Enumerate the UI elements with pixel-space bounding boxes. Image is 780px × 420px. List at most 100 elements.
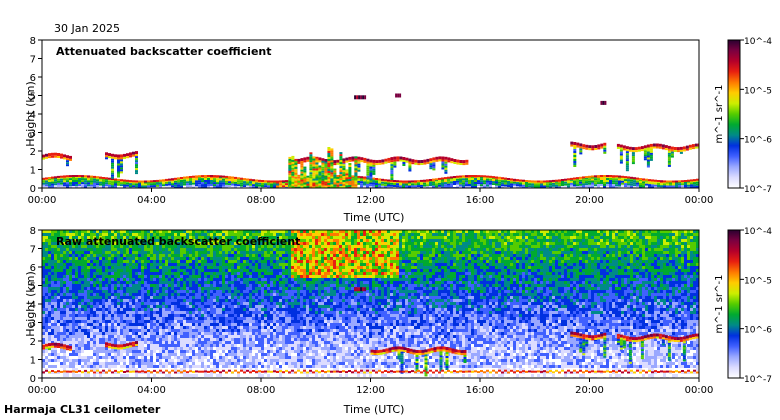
heatmap-cell (144, 356, 147, 359)
heatmap-cell (99, 356, 102, 359)
heatmap-cell (51, 233, 54, 236)
heatmap-cell (201, 263, 204, 266)
heatmap-cell (168, 365, 171, 368)
heatmap-cell (327, 151, 331, 153)
heatmap-cell (213, 175, 216, 178)
heatmap-cell (162, 338, 165, 341)
heatmap-cell (153, 236, 156, 239)
heatmap-cell (294, 170, 298, 173)
heatmap-cell (420, 163, 424, 165)
heatmap-cell (120, 167, 123, 170)
heatmap-cell (327, 163, 331, 165)
heatmap-cell (616, 146, 620, 149)
heatmap-cell (132, 251, 135, 254)
heatmap-cell (150, 266, 153, 269)
heatmap-cell (603, 175, 606, 177)
heatmap-cell (483, 180, 486, 183)
heatmap-cell (603, 142, 607, 146)
heatmap-cell (48, 278, 51, 281)
heatmap-cell (189, 179, 192, 181)
heatmap-cell (618, 180, 621, 183)
heatmap-cell (462, 160, 466, 164)
heatmap-cell (504, 177, 507, 180)
heatmap-cell (66, 323, 69, 326)
heatmap-cell (42, 245, 45, 248)
heatmap-cell (189, 374, 192, 377)
heatmap-cell (120, 239, 123, 242)
heatmap-cell (684, 185, 687, 187)
heatmap-cell (183, 374, 186, 377)
heatmap-cell (198, 182, 201, 185)
heatmap-cell (171, 257, 174, 260)
heatmap-cell (312, 162, 316, 165)
heatmap-cell (159, 281, 162, 284)
heatmap-cell (129, 311, 132, 314)
heatmap-cell (171, 365, 174, 368)
heatmap-cell (90, 323, 93, 326)
heatmap-cell (192, 180, 195, 183)
heatmap-cell (81, 239, 84, 242)
heatmap-cell (135, 302, 138, 305)
heatmap-cell (153, 371, 156, 374)
heatmap-cell (519, 186, 522, 188)
heatmap-cell (99, 362, 102, 365)
heatmap-cell (540, 180, 543, 183)
heatmap-cell (132, 311, 135, 314)
heatmap-cell (132, 293, 135, 296)
heatmap-cell (183, 275, 186, 278)
heatmap-cell (51, 290, 54, 293)
heatmap-cell (57, 272, 60, 275)
heatmap-cell (165, 263, 168, 266)
heatmap-cell (192, 284, 195, 287)
heatmap-cell (81, 305, 84, 308)
heatmap-cell (144, 323, 147, 326)
heatmap-cell (138, 365, 141, 368)
heatmap-cell (96, 275, 99, 278)
heatmap-cell (207, 239, 210, 242)
heatmap-cell (114, 233, 117, 236)
heatmap-cell (333, 180, 337, 183)
heatmap-cell (51, 242, 54, 245)
heatmap-cell (207, 335, 210, 338)
heatmap-cell (57, 245, 60, 248)
heatmap-cell (171, 251, 174, 254)
heatmap-cell (126, 305, 129, 308)
heatmap-cell (573, 149, 577, 151)
heatmap-cell (186, 176, 189, 179)
heatmap-cell (207, 308, 210, 311)
heatmap-cell (153, 260, 156, 263)
heatmap-cell (117, 320, 120, 323)
heatmap-cell (588, 182, 591, 185)
heatmap-cell (144, 251, 147, 254)
heatmap-cell (330, 186, 334, 188)
heatmap-cell (156, 272, 159, 275)
heatmap-cell (102, 317, 105, 320)
heatmap-cell (471, 180, 474, 182)
heatmap-cell (99, 293, 102, 296)
heatmap-cell (159, 311, 162, 314)
heatmap-cell (183, 269, 186, 272)
heatmap-cell (114, 320, 117, 323)
heatmap-cell (48, 359, 51, 362)
heatmap-cell (126, 293, 129, 296)
heatmap-cell (681, 183, 684, 186)
heatmap-cell (84, 296, 87, 299)
heatmap-cell (315, 166, 319, 169)
heatmap-cell (108, 359, 111, 362)
heatmap-cell (495, 181, 498, 184)
heatmap-cell (96, 323, 99, 326)
heatmap-cell (171, 323, 174, 326)
heatmap-cell (72, 254, 75, 257)
heatmap-cell (597, 147, 601, 150)
heatmap-cell (81, 272, 84, 275)
heatmap-cell (174, 302, 177, 305)
heatmap-cell (579, 181, 582, 184)
heatmap-cell (120, 365, 123, 368)
heatmap-cell (135, 365, 138, 368)
heatmap-cell (309, 152, 313, 155)
heatmap-cell (120, 323, 123, 326)
heatmap-cell (681, 180, 684, 183)
heatmap-cell (495, 185, 498, 188)
heatmap-cell (171, 281, 174, 284)
heatmap-cell (477, 186, 480, 188)
